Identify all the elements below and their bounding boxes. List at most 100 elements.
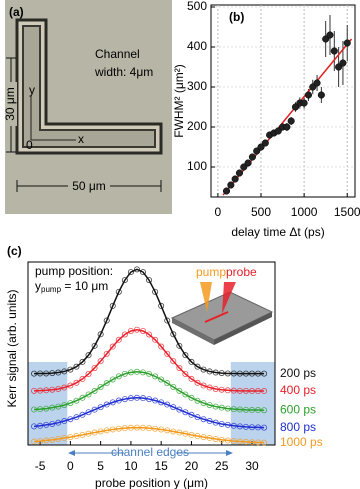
sample-slab xyxy=(214,312,272,345)
data-point xyxy=(79,358,86,365)
data-point xyxy=(85,370,92,377)
data-point xyxy=(194,363,201,370)
x-tick-label: -5 xyxy=(35,459,46,473)
data-point xyxy=(103,317,110,324)
x-axis-label: probe position y (μm) xyxy=(95,476,208,489)
data-point xyxy=(200,382,207,389)
data-point xyxy=(67,366,74,373)
data-point xyxy=(164,350,171,357)
data-point xyxy=(152,373,159,380)
data-point xyxy=(176,406,183,413)
data-point xyxy=(103,401,110,408)
dimension-label: 30 μm xyxy=(3,87,17,121)
data-point xyxy=(109,399,116,406)
y-tick-label: 500 xyxy=(187,0,207,13)
y-tick-label: 200 xyxy=(187,119,207,133)
data-point xyxy=(85,391,92,398)
data-point xyxy=(188,394,195,401)
x-tick-label: 30 xyxy=(245,459,259,473)
data-point xyxy=(170,331,177,338)
sample-slab xyxy=(172,318,214,345)
series-line xyxy=(34,371,265,411)
data-point xyxy=(97,404,104,411)
data-point xyxy=(188,375,195,382)
edge-arrow xyxy=(68,450,75,456)
data-point xyxy=(244,159,252,167)
annotation: width: 4μm xyxy=(94,65,153,79)
annotation: pump xyxy=(41,285,62,294)
data-point xyxy=(109,343,116,350)
annotation: y xyxy=(35,279,41,293)
data-point xyxy=(140,269,147,276)
x-tick-label: 20 xyxy=(185,459,199,473)
data-point xyxy=(67,416,74,423)
series-line xyxy=(34,426,265,444)
data-point xyxy=(170,404,177,411)
data-point xyxy=(283,123,291,131)
dimension-label: 50 μm xyxy=(72,179,106,193)
data-point xyxy=(261,139,269,147)
x-axis-label: delay time Δt (ps) xyxy=(231,225,324,239)
data-point xyxy=(330,47,338,55)
data-point xyxy=(158,343,165,350)
data-point xyxy=(115,336,122,343)
data-point xyxy=(97,331,104,338)
plot-area xyxy=(210,4,356,198)
data-point xyxy=(91,387,98,394)
x-tick-label: 10 xyxy=(124,459,138,473)
data-point xyxy=(309,83,317,91)
data-point xyxy=(170,383,177,390)
annotation: pump position: xyxy=(35,264,113,278)
data-point xyxy=(103,380,110,387)
data-point xyxy=(188,358,195,365)
data-point xyxy=(257,143,265,151)
data-point xyxy=(182,352,189,359)
data-point xyxy=(240,163,248,171)
label-bg xyxy=(5,82,17,126)
data-point xyxy=(103,350,110,357)
legend-label: 1000 ps xyxy=(280,435,323,449)
panel-label: (c) xyxy=(7,244,22,258)
data-point xyxy=(79,375,86,382)
data-point xyxy=(67,382,74,389)
data-point xyxy=(343,39,351,47)
data-point xyxy=(121,277,128,284)
data-point xyxy=(133,266,140,273)
y-axis-label: Kerr signal (arb. units) xyxy=(5,289,19,407)
data-point xyxy=(253,147,261,155)
x-tick-label: 0 xyxy=(215,205,222,219)
data-point xyxy=(335,63,343,71)
data-point xyxy=(231,175,239,183)
legend-label: 800 ps xyxy=(280,420,316,434)
data-point xyxy=(73,379,80,386)
data-point xyxy=(339,59,347,67)
data-point xyxy=(176,387,183,394)
data-point xyxy=(115,373,122,380)
data-point xyxy=(97,358,104,365)
data-point xyxy=(73,363,80,370)
annotation: ypump = 10 μm xyxy=(35,279,108,294)
data-point xyxy=(304,91,312,99)
series-line xyxy=(33,397,265,429)
data-point xyxy=(158,302,165,309)
data-point xyxy=(97,383,104,390)
data-point xyxy=(152,288,159,295)
annotation: = 10 μm xyxy=(61,279,108,293)
data-point xyxy=(274,127,282,135)
series-line xyxy=(34,328,265,392)
data-point xyxy=(85,352,92,359)
data-point xyxy=(287,117,295,125)
data-point xyxy=(164,317,171,324)
data-point xyxy=(326,31,334,39)
data-point xyxy=(317,91,325,99)
x-tick-label: 25 xyxy=(215,459,229,473)
data-point xyxy=(79,394,86,401)
data-point xyxy=(176,364,183,371)
x-tick-label: 1500 xyxy=(334,205,360,219)
data-point xyxy=(182,391,189,398)
data-point xyxy=(158,376,165,383)
panel-label: (b) xyxy=(229,10,244,24)
data-point xyxy=(291,103,300,111)
data-point xyxy=(182,409,189,416)
data-point xyxy=(164,401,171,408)
